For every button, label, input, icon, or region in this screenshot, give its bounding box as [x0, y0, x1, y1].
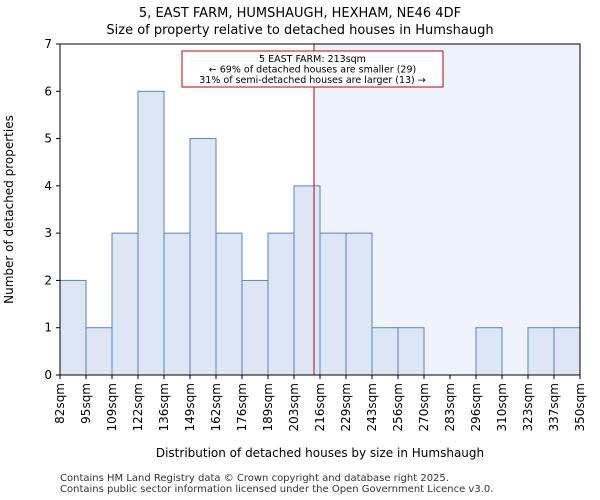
bar-136sqm	[163, 232, 191, 376]
y-tick-label-5: 5	[44, 132, 52, 146]
footer-line-1: Contains HM Land Registry data © Crown c…	[60, 473, 449, 484]
bar-109sqm	[111, 232, 139, 376]
x-tick-label-229sqm: 229sqm	[339, 383, 353, 431]
x-tick-label-270sqm: 270sqm	[417, 383, 431, 431]
x-tick-label-243sqm: 243sqm	[365, 383, 379, 431]
bar-176sqm	[241, 279, 269, 376]
y-tick-label-0: 0	[44, 368, 52, 382]
y-tick-label-3: 3	[44, 226, 52, 240]
x-tick-label-189sqm: 189sqm	[261, 383, 275, 431]
x-tick-label-162sqm: 162sqm	[209, 383, 223, 431]
x-tick-label-296sqm: 296sqm	[469, 383, 483, 431]
x-tick-label-337sqm: 337sqm	[547, 383, 561, 431]
y-axis-label: Number of detached properties	[2, 115, 16, 304]
x-tick-label-350sqm: 350sqm	[573, 383, 587, 431]
x-axis-label: Distribution of detached houses by size …	[156, 446, 484, 460]
bar-95sqm	[85, 327, 113, 376]
x-tick-label-95sqm: 95sqm	[79, 383, 93, 424]
bar-82sqm	[59, 279, 87, 376]
annotation-line-3: 31% of semi-detached houses are larger (…	[199, 75, 426, 86]
bar-296sqm	[475, 327, 503, 376]
footer-line-2: Contains public sector information licen…	[60, 484, 494, 495]
bar-203sqm	[293, 185, 321, 376]
bar-162sqm	[215, 232, 243, 376]
chart-title: 5, EAST FARM, HUMSHAUGH, HEXHAM, NE46 4D…	[138, 6, 462, 21]
y-tick-label-1: 1	[44, 321, 52, 335]
y-tick-label-4: 4	[44, 179, 52, 193]
bar-323sqm	[527, 327, 555, 376]
x-tick-label-176sqm: 176sqm	[235, 383, 249, 431]
x-tick-label-149sqm: 149sqm	[183, 383, 197, 431]
chart-subtitle: Size of property relative to detached ho…	[106, 23, 494, 38]
x-tick-label-136sqm: 136sqm	[157, 383, 171, 431]
x-tick-label-323sqm: 323sqm	[521, 383, 535, 431]
y-tick-label-6: 6	[44, 84, 52, 98]
bar-189sqm	[267, 232, 295, 376]
y-tick-label-2: 2	[44, 273, 52, 287]
annotation-box	[181, 50, 444, 88]
bar-256sqm	[397, 327, 425, 376]
bar-229sqm	[345, 232, 373, 376]
annotation-line-2: ← 69% of detached houses are smaller (29…	[209, 65, 416, 76]
bar-216sqm	[319, 232, 347, 376]
bar-243sqm	[371, 327, 399, 376]
x-tick-label-283sqm: 283sqm	[443, 383, 457, 431]
x-tick-label-109sqm: 109sqm	[105, 383, 119, 431]
bar-122sqm	[137, 90, 165, 376]
x-tick-label-122sqm: 122sqm	[131, 383, 145, 431]
bar-337sqm	[553, 327, 581, 376]
x-tick-label-203sqm: 203sqm	[287, 383, 301, 431]
y-tick-label-7: 7	[44, 37, 52, 51]
x-tick-label-310sqm: 310sqm	[495, 383, 509, 431]
x-tick-label-216sqm: 216sqm	[313, 383, 327, 431]
x-tick-label-82sqm: 82sqm	[53, 383, 67, 424]
annotation-line-1: 5 EAST FARM: 213sqm	[259, 54, 366, 65]
bar-149sqm	[189, 138, 217, 376]
x-tick-label-256sqm: 256sqm	[391, 383, 405, 431]
